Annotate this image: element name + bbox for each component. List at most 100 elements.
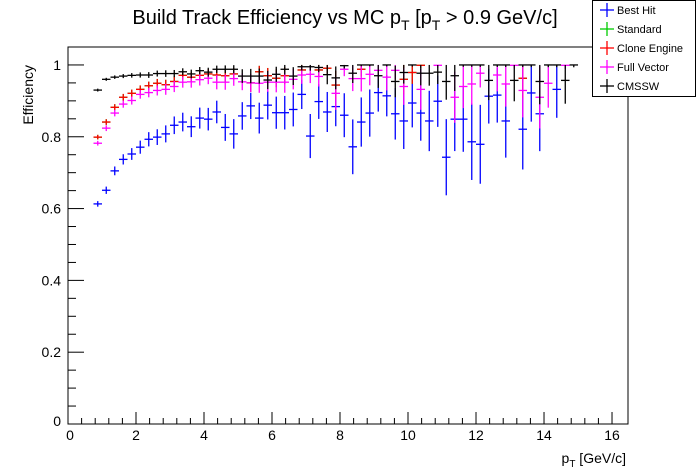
data-point [484,64,494,101]
data-point [357,97,366,147]
data-point [136,72,145,78]
data-point [425,90,434,152]
data-point [365,89,375,137]
y-tick-label: 0.6 [42,201,62,217]
data-marks [93,64,579,207]
data-point [289,92,298,127]
x-tick-label: 16 [604,427,620,443]
data-point [382,64,392,91]
data-point [272,66,281,82]
data-point [136,90,145,99]
data-point [246,68,256,84]
data-point [246,92,256,120]
data-point [161,70,171,77]
data-point [280,64,290,75]
data-point [263,90,273,120]
data-point [212,65,222,73]
data-point [229,71,239,86]
data-point [195,73,205,86]
data-point [110,75,120,79]
data-point [93,88,103,92]
data-point [178,112,188,132]
legend-label: Best Hit [617,5,656,17]
data-point [561,64,570,104]
data-point [501,64,511,67]
data-point [119,100,128,108]
data-point [280,71,290,93]
data-point [170,80,179,93]
data-point [119,74,128,79]
data-point [238,69,247,83]
data-point [93,201,103,207]
data-point [153,85,162,96]
x-tick-label: 2 [132,427,140,443]
data-point [535,64,545,105]
data-point [136,140,145,154]
y-tick-label: 0 [53,413,61,429]
data-point [476,104,485,184]
data-point [161,125,171,143]
data-point [391,65,400,98]
data-point [374,64,383,88]
data-point [161,83,171,95]
data-point [433,64,443,85]
data-point [178,76,188,88]
data-point [102,119,111,125]
data-point [408,78,417,128]
data-point [408,64,417,67]
series-cmssw [93,64,579,105]
data-point [221,65,230,74]
data-point [144,72,154,78]
data-point [493,64,502,67]
data-point [544,64,553,68]
data-point [357,64,366,67]
data-point [314,64,324,73]
y-tick-label: 0.2 [42,344,62,360]
data-point [467,64,477,105]
data-point [153,129,162,145]
data-point [323,65,332,85]
data-point [416,64,426,86]
x-tick-label: 14 [536,427,552,443]
data-point [297,64,307,71]
data-point [314,84,324,119]
y-tick-label: 1 [53,57,61,73]
data-point [110,104,120,111]
data-point [102,125,111,132]
data-point [127,96,137,105]
data-point [340,93,349,138]
data-point [144,87,154,98]
data-point [331,66,341,90]
data-point [238,102,247,130]
data-point [110,166,120,176]
data-point [357,65,366,92]
data-point [195,66,205,75]
legend-label: Clone Engine [617,43,683,55]
legend-label: Standard [617,24,662,36]
data-point [476,64,485,88]
data-point [187,69,196,79]
data-point [518,64,528,68]
data-point [102,186,111,194]
data-point [552,64,562,68]
data-point [170,116,179,135]
legend-item: CMSSW [600,79,660,93]
legend-item: Standard [600,22,662,36]
data-point [340,64,349,69]
data-point [170,69,179,78]
data-point [306,64,315,71]
data-point [204,107,213,131]
data-point [127,89,137,97]
legend-item: Best Hit [600,3,656,17]
data-point [442,64,451,100]
data-point [433,75,443,127]
data-point [459,64,468,67]
data-point [544,64,553,108]
data-point [221,74,230,90]
y-tick-label: 0.4 [42,272,62,288]
x-axis-label: pT [GeV/c] [562,450,626,470]
data-point [119,93,128,101]
data-point [212,100,222,124]
